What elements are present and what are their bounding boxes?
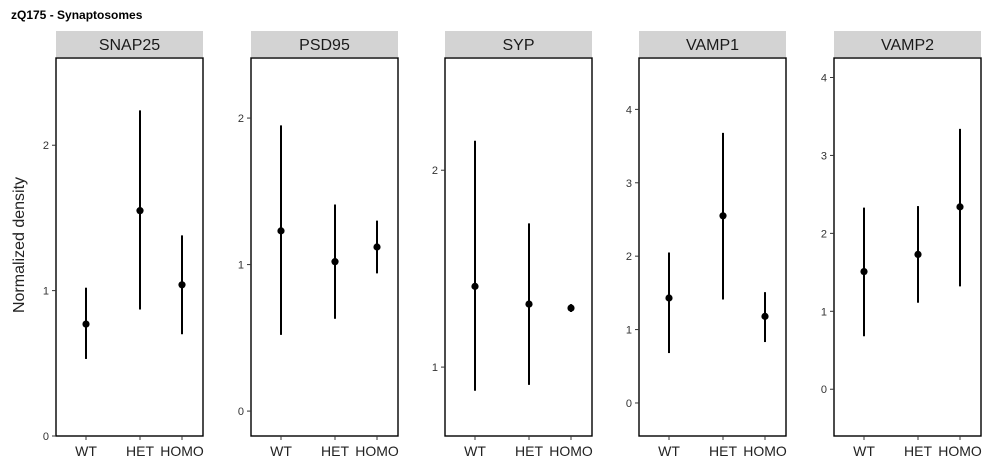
y-tick-label: 0 [43, 431, 49, 443]
data-point-homo [178, 281, 186, 289]
panel-border [444, 57, 593, 437]
panel-snap25: SNAP25 0 1 2 WT HET HOMO [43, 31, 204, 459]
x-tick-label-wt: WT [270, 443, 292, 459]
x-tick-label-homo: HOMO [549, 443, 593, 459]
x-tick-label-het: HET [126, 443, 154, 459]
data-point-het [525, 300, 533, 308]
y-tick-label: 3 [626, 178, 632, 190]
panel-psd95: PSD95 0 1 2 WT HET HOMO [238, 31, 399, 459]
strip-label: VAMP1 [686, 37, 739, 54]
x-tick-label-het: HET [709, 443, 737, 459]
panel-vamp1: VAMP1 0 1 2 3 4 WT HET HOMO [626, 31, 787, 459]
y-tick-label: 0 [821, 384, 827, 396]
data-point-wt [860, 267, 868, 276]
data-point-het [914, 250, 922, 259]
data-point-homo [956, 203, 964, 211]
strip-label: VAMP2 [881, 37, 934, 54]
data-point-homo [761, 312, 769, 320]
panels-group: SNAP25 0 1 2 WT HET HOMO PSD95 0 1 2 WT HET HOMO SYP 1 2… [43, 31, 982, 459]
panel-vamp2: VAMP2 0 1 2 3 4 WT HET HOMO [821, 31, 982, 459]
strip-background [445, 31, 592, 57]
data-point-het [331, 258, 339, 266]
data-point-wt [277, 227, 285, 235]
strip-background [834, 31, 981, 57]
x-tick-label-homo: HOMO [938, 443, 982, 459]
data-point-wt [471, 282, 479, 290]
panel-border [638, 57, 787, 437]
x-tick-label-homo: HOMO [355, 443, 399, 459]
y-tick-label: 1 [626, 325, 632, 337]
y-tick-label: 1 [43, 286, 49, 298]
data-point-homo [567, 304, 575, 312]
y-tick-label: 0 [238, 406, 244, 418]
y-tick-label: 1 [821, 306, 827, 318]
data-point-wt [665, 294, 673, 302]
y-tick-label: 1 [238, 260, 244, 272]
panel-border [55, 57, 204, 437]
x-tick-label-wt: WT [658, 443, 680, 459]
x-tick-label-wt: WT [75, 443, 97, 459]
y-tick-label: 1 [432, 362, 438, 374]
y-tick-label: 2 [626, 251, 632, 263]
x-tick-label-wt: WT [464, 443, 486, 459]
strip-background [251, 31, 398, 57]
y-tick-label: 2 [43, 140, 49, 152]
x-tick-label-wt: WT [853, 443, 875, 459]
x-tick-label-het: HET [321, 443, 349, 459]
data-point-het [136, 207, 144, 215]
y-tick-label: 4 [626, 104, 632, 116]
data-point-wt [82, 320, 90, 328]
x-tick-label-het: HET [515, 443, 543, 459]
x-tick-label-het: HET [904, 443, 932, 459]
strip-background [639, 31, 786, 57]
strip-background [56, 31, 203, 57]
x-tick-label-homo: HOMO [160, 443, 204, 459]
y-tick-label: 2 [821, 228, 827, 240]
y-tick-label: 2 [432, 165, 438, 177]
strip-label: PSD95 [299, 37, 350, 54]
data-point-het [719, 212, 727, 220]
y-axis-label: Normalized density [11, 177, 28, 313]
panel-syp: SYP 1 2 WT HET HOMO [432, 31, 593, 459]
y-tick-label: 4 [821, 72, 827, 84]
chart-title: zQ175 - Synaptosomes [11, 8, 143, 22]
data-point-homo [373, 243, 381, 251]
panel-border [833, 57, 982, 437]
x-tick-label-homo: HOMO [743, 443, 787, 459]
y-tick-label: 0 [626, 398, 632, 410]
strip-label: SNAP25 [99, 37, 160, 54]
strip-label: SYP [502, 37, 534, 54]
y-tick-label: 2 [238, 113, 244, 125]
y-tick-label: 3 [821, 150, 827, 162]
